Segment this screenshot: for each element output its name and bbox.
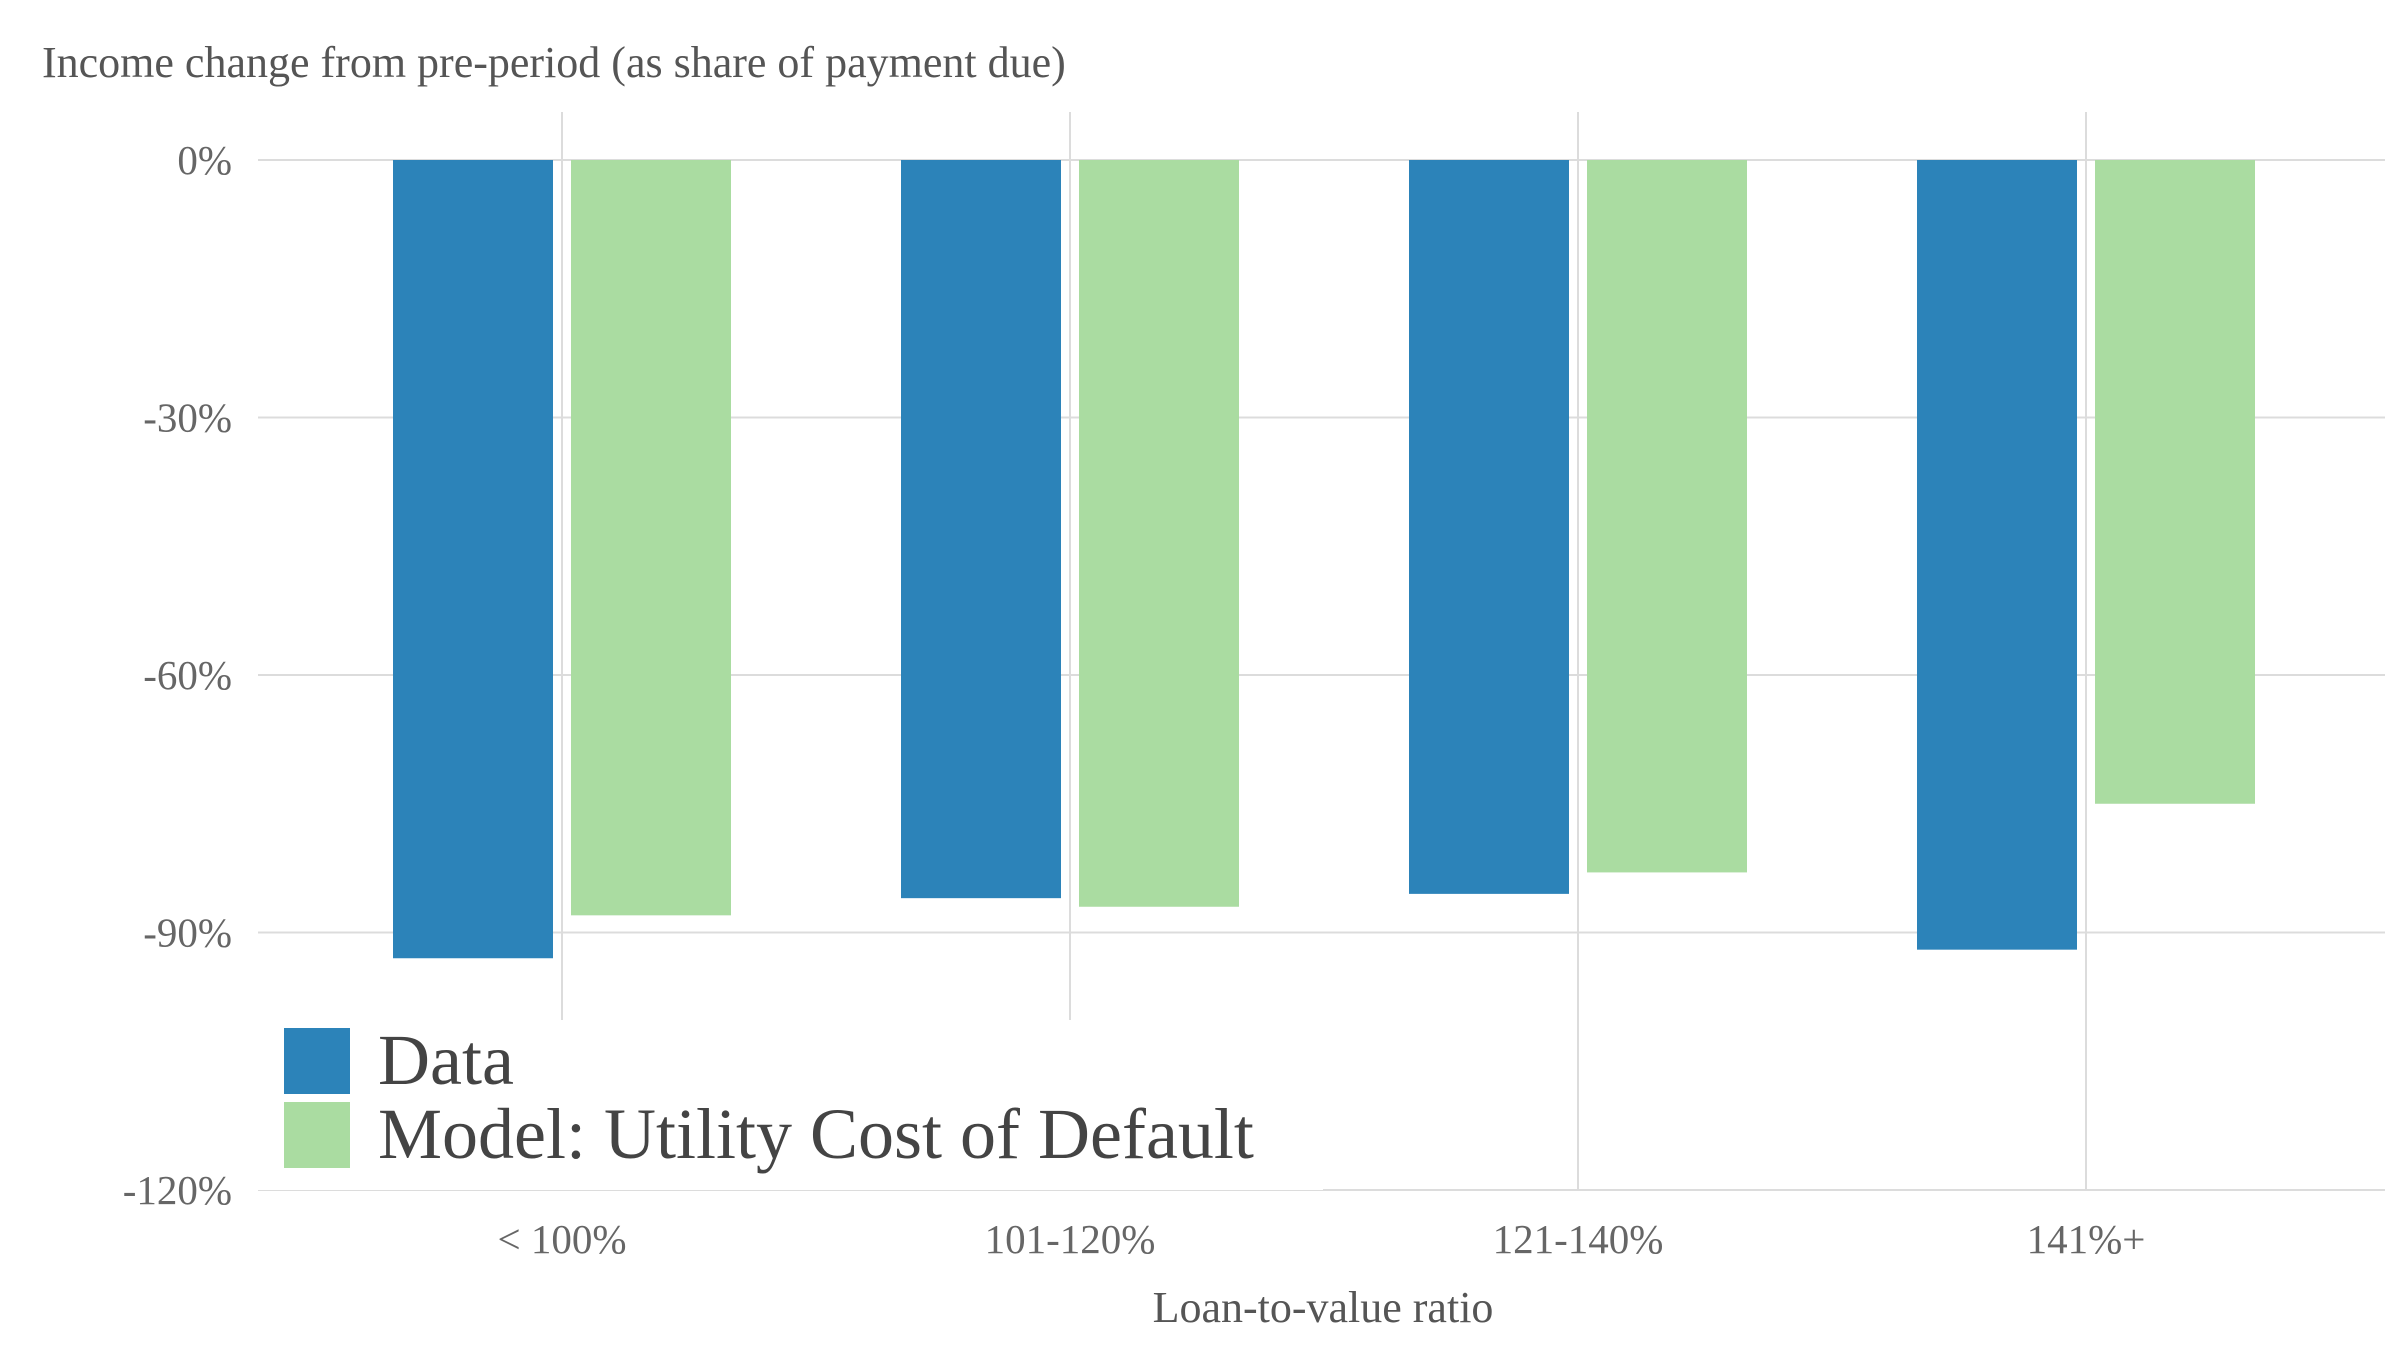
bar-data [393,160,553,959]
legend-background [258,1020,1323,1190]
y-tick-label: -60% [143,652,232,698]
legend-key [284,1102,350,1168]
y-tick-label: -120% [123,1167,232,1213]
bar-data [1917,160,2077,950]
y-tick-label: 0% [177,137,232,183]
bar-model [571,160,731,916]
bar-model [1079,160,1239,907]
legend-label: Model: Utility Cost of Default [378,1094,1254,1174]
x-axis-ticks: < 100% 101-120% 121-140% 141%+ [497,1216,2145,1262]
x-tick-label: 101-120% [985,1216,1156,1262]
x-axis-title: Loan-to-value ratio [1153,1283,1494,1332]
bar-model [2095,160,2255,804]
y-axis-title: Income change from pre-period (as share … [42,38,1066,87]
x-tick-label: < 100% [497,1216,626,1262]
bar-model [1587,160,1747,873]
legend-key [284,1028,350,1094]
y-tick-label: -30% [143,395,232,441]
bar-data [1409,160,1569,894]
y-axis-ticks: 0% -30% -60% -90% -120% [123,137,232,1213]
x-tick-label: 121-140% [1493,1216,1664,1262]
y-tick-label: -90% [143,910,232,956]
bars [393,160,2255,959]
x-tick-label: 141%+ [2027,1216,2146,1262]
bar-data [901,160,1061,899]
legend-label: Data [378,1020,514,1100]
